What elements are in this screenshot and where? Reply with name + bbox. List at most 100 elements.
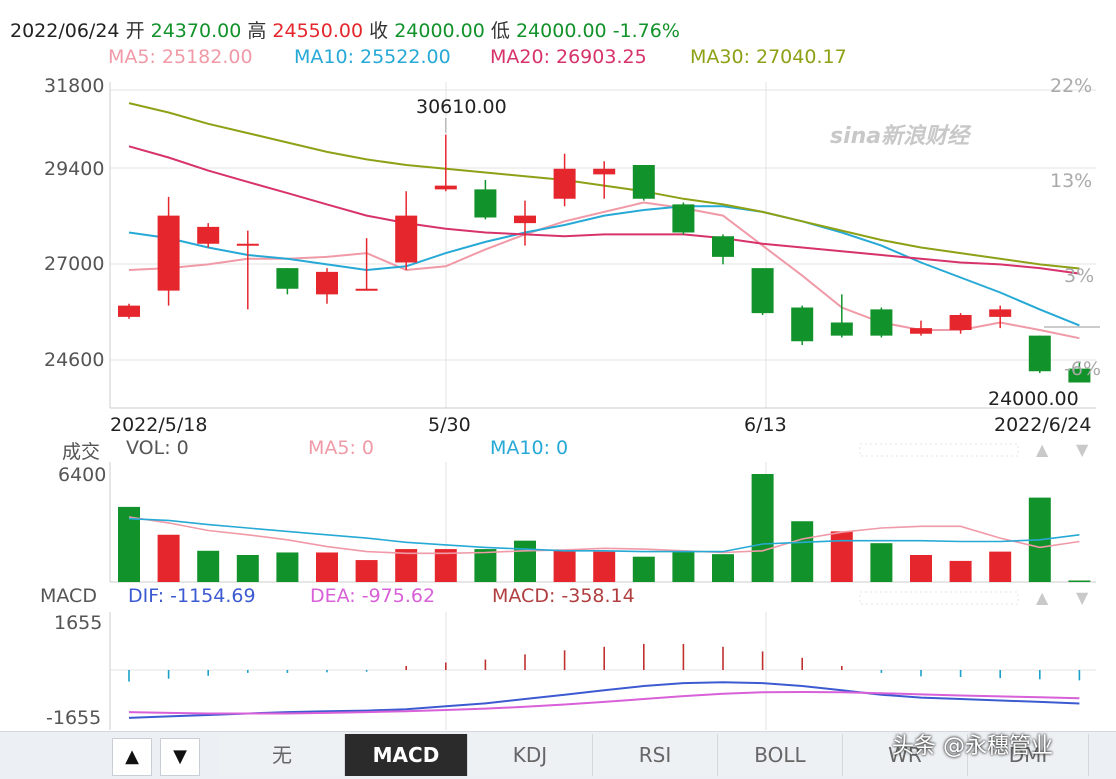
tab-kdj[interactable]: KDJ — [468, 734, 593, 776]
x-label-start: 2022/5/18 — [110, 414, 208, 436]
open-label: 开 — [125, 20, 145, 42]
volume-bar — [632, 556, 655, 582]
macd-scroll-area — [859, 591, 1019, 605]
date-label: 2022/06/24 — [10, 20, 120, 42]
ma30-legend: MA30: 27040.17 — [690, 46, 847, 68]
tab-boll[interactable]: BOLL — [718, 734, 843, 776]
volume-bar — [355, 560, 378, 582]
high-value: 24550.00 — [272, 20, 364, 42]
candle-body — [395, 215, 418, 263]
vol-tick-6400: 6400 — [58, 464, 107, 486]
candle-body — [157, 215, 180, 291]
ma5-legend: MA5: 25182.00 — [108, 46, 253, 68]
volume-ma10-line — [128, 517, 1080, 553]
tab-none[interactable]: 无 — [220, 734, 345, 776]
macd-legend: MACD: -358.14 — [492, 585, 635, 607]
volume-title: 成交 — [62, 441, 101, 463]
volume-bar — [276, 552, 299, 582]
pct-tick-minus6: -6% — [1064, 358, 1101, 380]
tab-wr[interactable]: WR — [843, 734, 968, 776]
vol-ma5-legend: MA5: 0 — [308, 437, 375, 459]
dif-line — [128, 681, 1080, 719]
pct-tick-3: 3% — [1064, 265, 1095, 287]
low-label: 低 — [490, 20, 510, 42]
volume-bar — [712, 554, 734, 582]
volume-ma5-line — [128, 516, 1080, 555]
candle-body — [197, 226, 220, 244]
volume-bar — [593, 551, 616, 582]
macd-tick-bottom: -1655 — [46, 707, 102, 729]
dif-legend: DIF: -1154.69 — [128, 585, 256, 607]
candle-body — [910, 328, 932, 334]
candle-body — [236, 243, 259, 246]
watermark-text: 头条 @永穗管业 — [892, 734, 1053, 759]
dea-line — [128, 690, 1080, 715]
candle-body — [276, 268, 299, 289]
dea-legend: DEA: -975.62 — [310, 585, 436, 607]
ma-line-ma10 — [128, 205, 1080, 327]
ma20-legend: MA20: 26903.25 — [490, 46, 647, 68]
candle-body — [751, 268, 774, 314]
volume-bar — [751, 474, 774, 582]
candle-body — [553, 168, 576, 199]
macd-up-arrow[interactable]: ▲ — [1036, 588, 1049, 607]
ma-line-ma20 — [128, 145, 1080, 275]
macd-title: MACD — [40, 585, 97, 607]
volume-bar — [870, 543, 893, 582]
macd-tick-top: 1655 — [54, 612, 103, 634]
ma-line-ma5 — [128, 201, 1080, 340]
vol-up-arrow[interactable]: ▲ — [1036, 440, 1049, 459]
vol-ma10-legend: MA10: 0 — [490, 437, 569, 459]
volume-bar — [395, 549, 418, 582]
volume-bar — [197, 550, 220, 582]
candle-body — [989, 309, 1012, 317]
tab-dmi[interactable]: DMI — [968, 734, 1089, 776]
candle-body — [1028, 335, 1051, 372]
candle-body — [791, 307, 814, 342]
x-label-end: 2022/6/24 — [994, 414, 1092, 436]
high-label: 高 — [247, 20, 267, 42]
close-label: 收 — [369, 20, 389, 42]
volume-bar — [989, 551, 1012, 582]
candle-body — [632, 165, 655, 199]
low-value: 24000.00 — [515, 20, 607, 42]
volume-bar — [157, 534, 180, 582]
candle-body — [474, 189, 497, 218]
volume-bar — [910, 555, 932, 582]
candle-body — [514, 215, 536, 224]
change-value: -1.76% — [612, 20, 680, 42]
candle-body — [1068, 368, 1091, 383]
candle-body — [949, 315, 972, 330]
next-arrow-button[interactable]: ▼ — [160, 738, 200, 776]
volume-bar — [474, 549, 497, 582]
volume-scroll-area — [859, 443, 1019, 457]
y-tick-29400: 29400 — [44, 158, 105, 180]
candle-body — [118, 305, 140, 317]
macd-down-arrow[interactable]: ▼ — [1076, 588, 1089, 607]
pct-tick-13: 13% — [1050, 170, 1093, 192]
volume-bar — [236, 555, 259, 582]
candle-body — [355, 288, 378, 291]
candle-body — [672, 204, 695, 233]
candle-body — [870, 309, 893, 336]
volume-bar — [949, 560, 972, 582]
y-tick-31800: 31800 — [44, 75, 105, 97]
open-value: 24370.00 — [150, 20, 242, 42]
volume-bar — [118, 506, 140, 582]
ohlc-header: 2022/06/24 开 24370.00 高 24550.00 收 24000… — [10, 16, 680, 43]
close-value: 24000.00 — [394, 20, 485, 42]
volume-bar — [514, 540, 536, 582]
min-annotation: 24000.00 — [988, 388, 1079, 410]
max-annotation: 30610.00 — [416, 96, 507, 118]
volume-bar — [553, 549, 576, 582]
candle-body — [593, 168, 616, 175]
y-tick-27000: 27000 — [44, 253, 105, 275]
prev-arrow-button[interactable]: ▲ — [112, 738, 152, 776]
pct-tick-22: 22% — [1050, 75, 1093, 97]
volume-bar — [316, 552, 338, 582]
tab-rsi[interactable]: RSI — [593, 734, 718, 776]
tab-macd[interactable]: MACD — [345, 734, 468, 776]
vol-down-arrow[interactable]: ▼ — [1076, 440, 1089, 459]
sina-logo: sina新浪财经 — [830, 124, 970, 149]
